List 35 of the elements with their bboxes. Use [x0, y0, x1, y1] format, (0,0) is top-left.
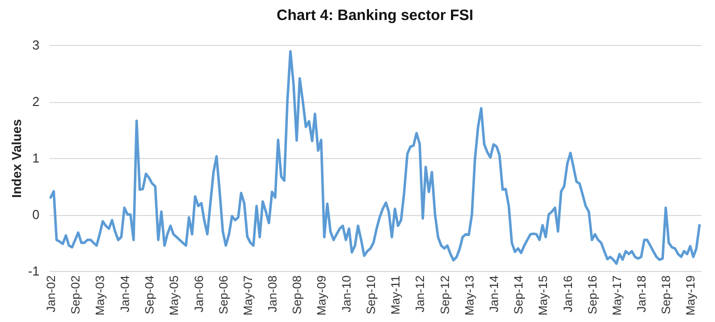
y-tick-label: -1 — [28, 264, 40, 278]
x-tick-label: Sep-12 — [438, 275, 452, 314]
x-tick-label: May-17 — [610, 275, 624, 316]
x-tick-label: Sep-14 — [512, 275, 526, 314]
y-tick-label: 1 — [32, 150, 40, 166]
x-tick-label: May-19 — [684, 275, 698, 316]
x-tick-label: Jan-08 — [266, 275, 280, 312]
x-tick-label: Sep-04 — [142, 275, 157, 314]
x-tick-label: Jan-10 — [339, 275, 354, 312]
x-tick-label: Sep-02 — [68, 275, 83, 314]
x-tick-label: Jan-02 — [44, 275, 58, 312]
x-tick-label: Sep-16 — [585, 275, 600, 314]
y-tick-label: 2 — [32, 94, 40, 109]
x-tick-label: May-11 — [388, 275, 402, 315]
y-tick-label: 0 — [32, 207, 40, 222]
x-tick-label: Jan-16 — [560, 275, 575, 312]
x-tick-label: Sep-10 — [364, 275, 378, 314]
y-tick-label: 3 — [32, 38, 40, 52]
x-tick-label: Sep-18 — [659, 275, 674, 314]
x-tick-label: May-13 — [462, 275, 476, 316]
x-tick-label: May-03 — [93, 275, 108, 316]
line-series — [49, 50, 701, 265]
x-tick-label: Jan-18 — [634, 275, 649, 312]
x-tick-label: May-09 — [314, 275, 329, 316]
x-tick-label: May-07 — [240, 275, 255, 316]
x-tick-label: May-15 — [536, 275, 550, 316]
x-tick-label: Jan-14 — [487, 275, 502, 312]
x-tick-label: Sep-06 — [216, 275, 230, 314]
x-tick-label: Jan-04 — [118, 275, 132, 312]
x-tick-label: May-05 — [167, 275, 181, 316]
x-tick-label: Jan-06 — [192, 275, 206, 312]
x-tick-label: Jan-12 — [413, 275, 428, 312]
chart-title: Chart 4: Banking sector FSI — [276, 7, 474, 24]
y-axis-title: Index Values — [8, 119, 24, 198]
x-tick-label: Sep-08 — [290, 275, 304, 314]
